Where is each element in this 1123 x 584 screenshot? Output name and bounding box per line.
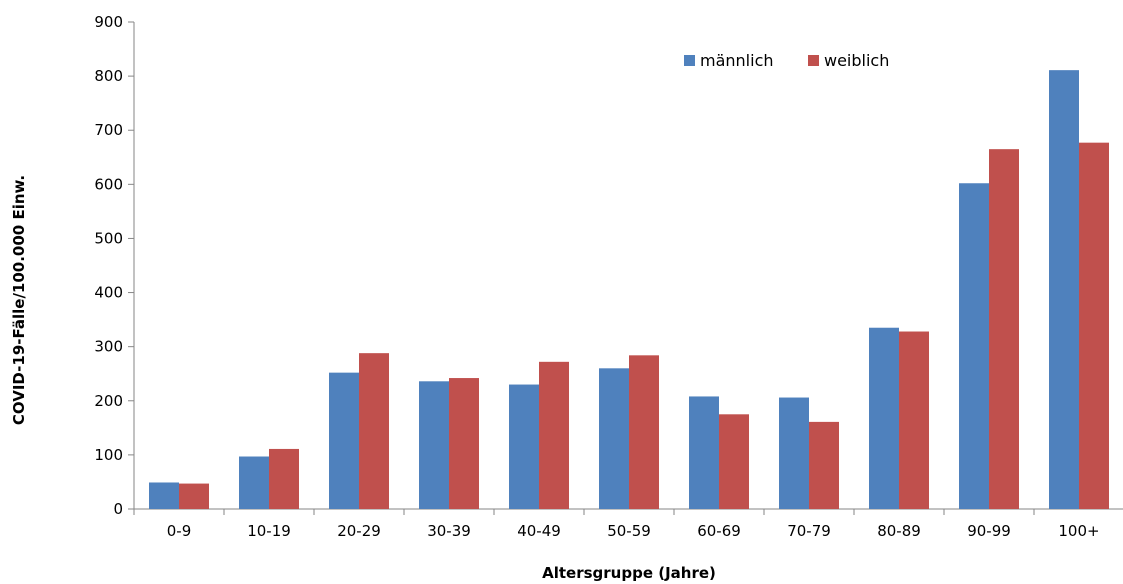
x-tick-label: 30-39 bbox=[427, 522, 471, 540]
x-tick-label: 80-89 bbox=[877, 522, 921, 540]
bar-männlich-10-19 bbox=[239, 456, 269, 509]
labels: 0 100 200 300 400 500 600 700 800 900 0-9 10-19 20-2… bbox=[94, 13, 1099, 540]
y-tick-label: 600 bbox=[94, 175, 123, 193]
bar-männlich-90-99 bbox=[959, 183, 989, 510]
bar-männlich-30-39 bbox=[419, 381, 449, 509]
bar-männlich-0-9 bbox=[149, 482, 179, 509]
y-tick-label: 300 bbox=[94, 338, 123, 356]
bar-männlich-80-89 bbox=[869, 327, 899, 509]
legend-swatch bbox=[684, 55, 695, 66]
legend-label: weiblich bbox=[824, 51, 889, 70]
bar-weiblich-100+ bbox=[1079, 142, 1109, 509]
y-tick-label: 100 bbox=[94, 446, 123, 464]
x-tick-label: 90-99 bbox=[967, 522, 1011, 540]
x-tick-label: 100+ bbox=[1058, 522, 1099, 540]
x-tick-label: 40-49 bbox=[517, 522, 561, 540]
y-tick-label: 800 bbox=[94, 67, 123, 85]
bar-männlich-40-49 bbox=[509, 384, 539, 509]
bar-männlich-50-59 bbox=[599, 368, 629, 509]
y-tick-label: 200 bbox=[94, 392, 123, 410]
legend: männlich weiblich bbox=[684, 51, 889, 70]
legend-swatch bbox=[808, 55, 819, 66]
bar-weiblich-70-79 bbox=[809, 421, 839, 509]
bar-männlich-60-69 bbox=[689, 396, 719, 509]
bar-weiblich-10-19 bbox=[269, 448, 299, 509]
bar-weiblich-90-99 bbox=[989, 149, 1019, 509]
bar-weiblich-60-69 bbox=[719, 414, 749, 509]
bar-weiblich-80-89 bbox=[899, 331, 929, 509]
x-tick-label: 70-79 bbox=[787, 522, 831, 540]
x-tick-label: 50-59 bbox=[607, 522, 651, 540]
x-axis-title: Altersgruppe (Jahre) bbox=[542, 564, 716, 582]
bar-weiblich-50-59 bbox=[629, 355, 659, 509]
y-tick-label: 900 bbox=[94, 13, 123, 31]
y-tick-label: 0 bbox=[113, 500, 123, 518]
y-axis-title: COVID-19-Fälle/100.000 Einw. bbox=[10, 175, 28, 425]
legend-label: männlich bbox=[700, 51, 774, 70]
y-tick-label: 500 bbox=[94, 229, 123, 247]
bar-weiblich-20-29 bbox=[359, 353, 389, 509]
bar-weiblich-30-39 bbox=[449, 378, 479, 509]
y-tick-label: 700 bbox=[94, 121, 123, 139]
x-tick-label: 60-69 bbox=[697, 522, 741, 540]
x-tick-label: 0-9 bbox=[167, 522, 192, 540]
x-tick-label: 10-19 bbox=[247, 522, 291, 540]
bar-weiblich-0-9 bbox=[179, 483, 209, 509]
bar-männlich-20-29 bbox=[329, 372, 359, 509]
x-tick-label: 20-29 bbox=[337, 522, 381, 540]
bar-männlich-100+ bbox=[1049, 70, 1079, 510]
bar-weiblich-40-49 bbox=[539, 361, 569, 509]
y-tick-label: 400 bbox=[94, 284, 123, 302]
bars bbox=[149, 70, 1109, 510]
bar-männlich-70-79 bbox=[779, 397, 809, 509]
